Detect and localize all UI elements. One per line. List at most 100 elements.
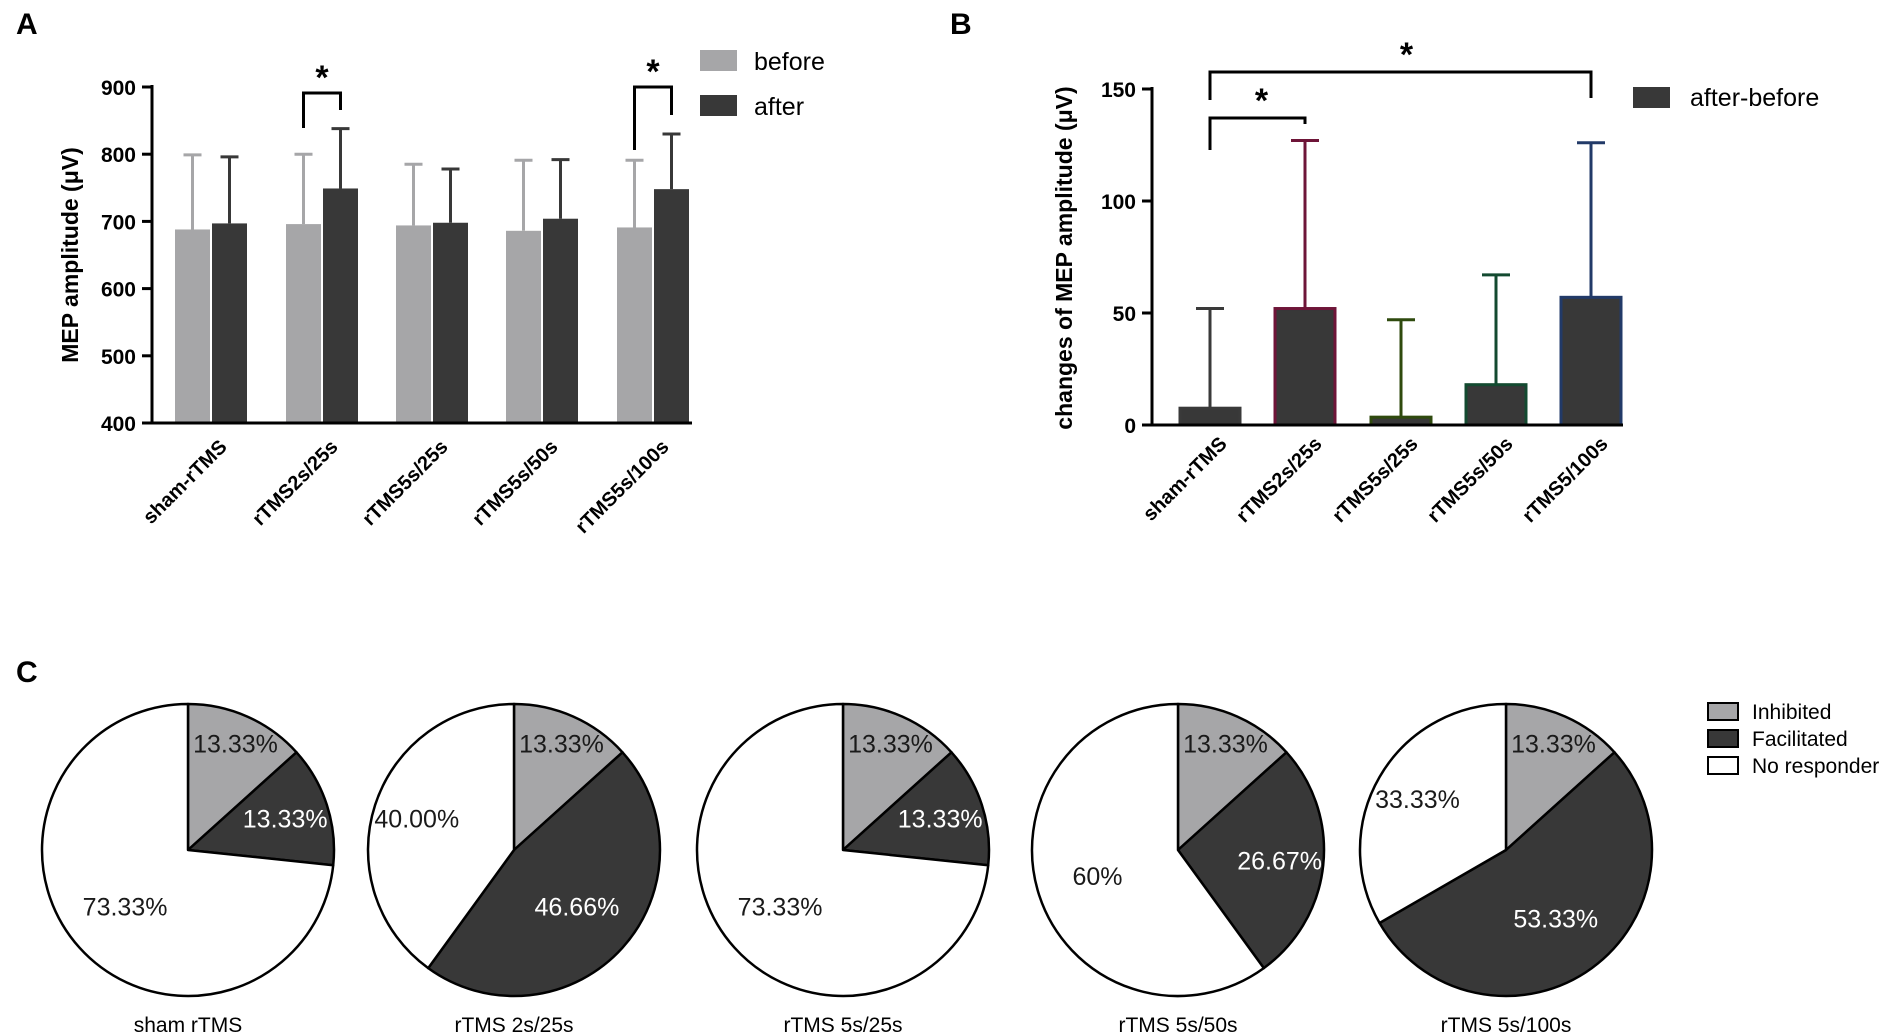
significance-bracket-b bbox=[1208, 116, 1307, 150]
significance-star-b: * bbox=[1255, 82, 1269, 120]
pie-value-label: 33.33% bbox=[1375, 786, 1460, 814]
panel-letter-b: B bbox=[950, 8, 972, 41]
legend-swatch-inhibited bbox=[1707, 702, 1739, 721]
category-label-b: rTMS2s/25s bbox=[1232, 433, 1326, 527]
significance-star-b: * bbox=[1400, 36, 1414, 74]
pie-value-label: 73.33% bbox=[83, 894, 168, 922]
pie-4: 13.33% 26.67% 60% rTMS 5s/50s bbox=[1030, 702, 1326, 1034]
panel-b-bar-chart: sham-rTMS rTMS2s/25s rTMS5s/25s rTMS5s/50s r… bbox=[1051, 36, 1819, 527]
bar-a-before bbox=[617, 227, 652, 423]
pie-value-label: 13.33% bbox=[243, 805, 328, 833]
significance-bracket-a bbox=[302, 91, 342, 128]
pie-title: rTMS 5s/100s bbox=[1441, 1014, 1572, 1034]
bar-a-after bbox=[433, 222, 468, 423]
pie-slice-no-responder bbox=[695, 702, 990, 998]
bar-a-after bbox=[654, 189, 689, 423]
pie-slice-no-responder bbox=[366, 702, 516, 970]
panel-letter-a: A bbox=[16, 8, 38, 41]
pie-value-label: 13.33% bbox=[519, 730, 604, 758]
category-label-b: rTMS5s/25s bbox=[1328, 433, 1422, 527]
category-label-a: rTMS5s/100s bbox=[572, 436, 674, 538]
bar-b bbox=[1178, 406, 1242, 427]
pie-value-label: 13.33% bbox=[898, 805, 983, 833]
y-tick-label-b: 0 bbox=[1124, 415, 1136, 438]
pie-slice-inhibited bbox=[841, 702, 953, 852]
panel-c-pie-charts: 13.33% 13.33% 73.33% sham rTMS 13.33% 46.66% 4… bbox=[40, 701, 1879, 1034]
bar-a-after bbox=[212, 223, 247, 423]
pie-1: 13.33% 13.33% 73.33% sham rTMS bbox=[40, 702, 336, 1034]
significance-star-a: * bbox=[315, 59, 329, 97]
bar-a-before bbox=[506, 230, 541, 423]
significance-bracket-a bbox=[633, 85, 673, 150]
pie-value-label: 13.33% bbox=[193, 730, 278, 758]
y-tick-label-b: 100 bbox=[1101, 191, 1136, 214]
y-tick-label-b: 50 bbox=[1113, 303, 1136, 326]
panel-letter-c: C bbox=[16, 656, 38, 689]
legend-label-inhibited: Inhibited bbox=[1752, 701, 1831, 724]
category-label-a: rTMS5s/50s bbox=[468, 436, 562, 530]
legend-label-no-responder: No responder bbox=[1752, 755, 1879, 778]
pie-slice-inhibited bbox=[1504, 702, 1616, 852]
category-label-a: sham-rTMS bbox=[139, 436, 232, 529]
bar-a-before bbox=[396, 225, 431, 423]
pie-slice-facilitated bbox=[426, 751, 662, 998]
pie-value-label: 13.33% bbox=[1183, 730, 1268, 758]
y-tick-label-b: 150 bbox=[1101, 79, 1136, 102]
pie-title: rTMS 2s/25s bbox=[454, 1014, 573, 1034]
significance-star-a: * bbox=[646, 53, 660, 91]
legend-swatch-before bbox=[700, 50, 737, 71]
y-tick-label-a: 800 bbox=[101, 144, 136, 167]
pie-value-label: 46.66% bbox=[535, 894, 620, 922]
bar-b bbox=[1273, 307, 1337, 427]
category-label-a: rTMS5s/25s bbox=[358, 436, 452, 530]
legend-swatch-after bbox=[700, 95, 737, 116]
category-label-b: rTMS5s/50s bbox=[1423, 433, 1517, 527]
bar-a-before bbox=[286, 224, 321, 423]
pie-value-label: 40.00% bbox=[374, 805, 459, 833]
legend-swatch-no-responder bbox=[1707, 756, 1739, 775]
category-label-b: sham-rTMS bbox=[1139, 433, 1232, 526]
significance-bracket-b bbox=[1208, 70, 1593, 100]
y-tick-label-a: 400 bbox=[101, 413, 136, 436]
pie-2: 13.33% 46.66% 40.00% rTMS 2s/25s bbox=[366, 702, 662, 1034]
pie-title: rTMS 5s/25s bbox=[783, 1014, 902, 1034]
y-axis-title-a: MEP amplitude (μV) bbox=[57, 147, 83, 363]
legend-label-facilitated: Facilitated bbox=[1752, 728, 1848, 751]
pie-slice-facilitated bbox=[1176, 751, 1326, 970]
y-tick-label-a: 900 bbox=[101, 77, 136, 100]
pie-slice-no-responder bbox=[1030, 702, 1266, 998]
y-tick-label-a: 700 bbox=[101, 211, 136, 234]
category-label-a: rTMS2s/25s bbox=[248, 436, 342, 530]
pie-value-label: 13.33% bbox=[1511, 730, 1596, 758]
pie-3: 13.33% 13.33% 73.33% rTMS 5s/25s bbox=[695, 702, 991, 1034]
pie-slice-inhibited bbox=[1176, 702, 1288, 852]
pie-slice-facilitated bbox=[841, 751, 991, 867]
legend-label-before: before bbox=[754, 48, 825, 76]
bar-b bbox=[1559, 295, 1623, 427]
pie-title: sham rTMS bbox=[134, 1014, 243, 1034]
pie-slice-inhibited bbox=[512, 702, 624, 852]
bar-a-before bbox=[175, 229, 210, 423]
pie-value-label: 53.33% bbox=[1513, 906, 1598, 934]
pie-slice-inhibited bbox=[186, 702, 298, 852]
panel-a-bar-chart: sham-rTMS rTMS2s/25s rTMS5s/25s rTMS5s/50s r… bbox=[57, 48, 825, 538]
pie-value-label: 60% bbox=[1072, 863, 1122, 891]
y-tick-label-a: 500 bbox=[101, 346, 136, 369]
legend-label-after-before: after-before bbox=[1690, 84, 1819, 112]
pie-slice-facilitated bbox=[1378, 751, 1654, 998]
bar-a-after bbox=[543, 218, 578, 423]
pie-slice-facilitated bbox=[186, 751, 336, 867]
pie-slice-no-responder bbox=[1358, 702, 1508, 925]
pie-value-label: 13.33% bbox=[848, 730, 933, 758]
pie-value-label: 73.33% bbox=[738, 894, 823, 922]
legend-swatch-facilitated bbox=[1707, 729, 1739, 748]
pie-title: rTMS 5s/50s bbox=[1118, 1014, 1237, 1034]
category-label-b: rTMS5/100s bbox=[1518, 433, 1612, 527]
pie-5: 13.33% 53.33% 33.33% rTMS 5s/100s bbox=[1358, 702, 1654, 1034]
legend-swatch-after-before bbox=[1633, 87, 1670, 108]
pie-value-label: 26.67% bbox=[1237, 848, 1322, 876]
pie-slice-no-responder bbox=[40, 702, 335, 998]
y-tick-label-a: 600 bbox=[101, 279, 136, 302]
bar-a-after bbox=[323, 188, 358, 423]
